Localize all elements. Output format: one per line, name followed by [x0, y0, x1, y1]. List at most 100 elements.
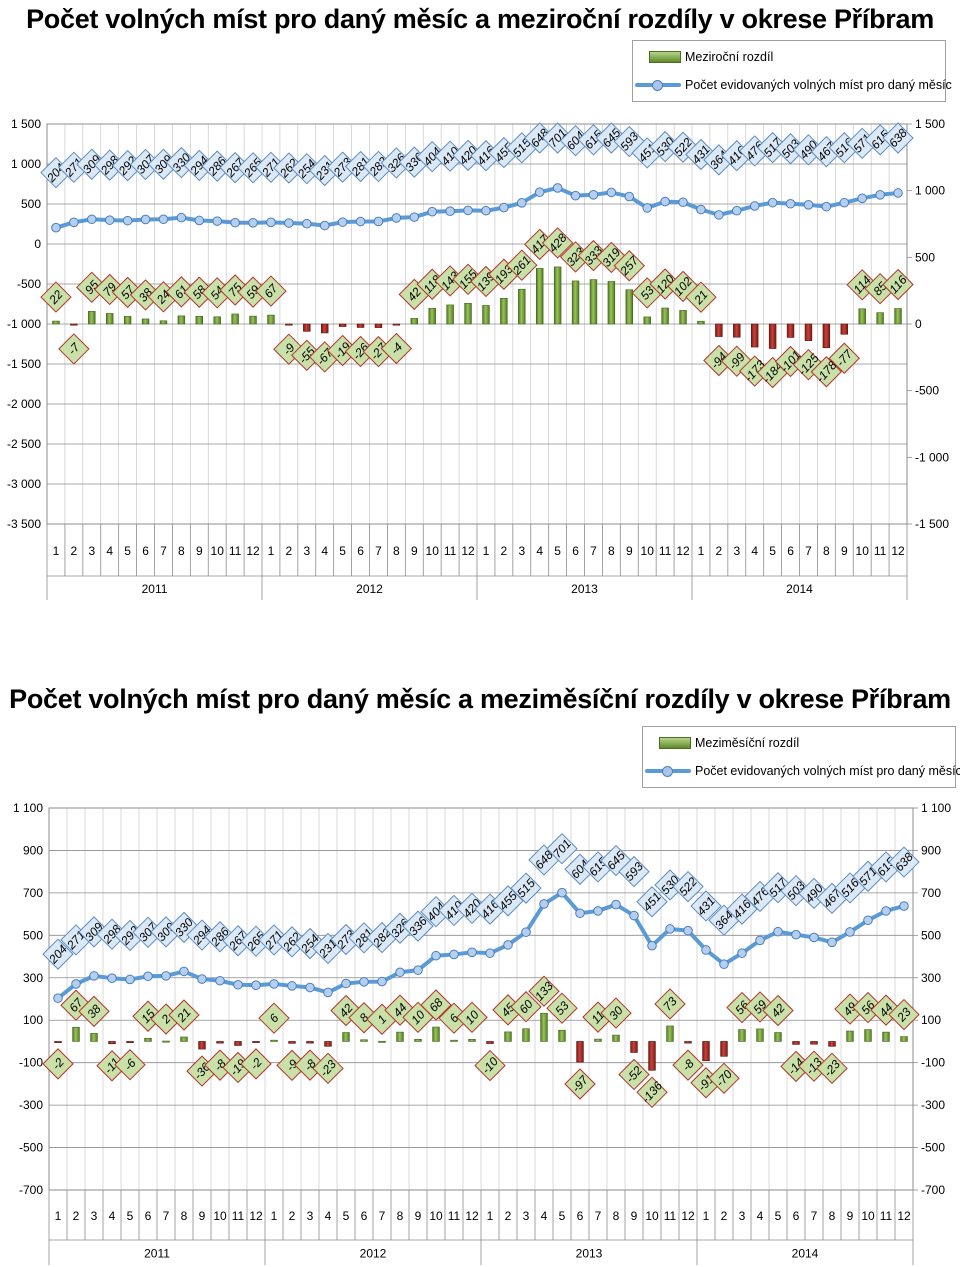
difference-bar [198, 1041, 206, 1050]
year-label: 2014 [786, 582, 813, 596]
vacancies-point [863, 915, 873, 926]
left-axis-tick-label: 100 [23, 1013, 43, 1027]
vacancies-point [593, 906, 603, 916]
vacancies-point [301, 218, 312, 229]
left-axis-tick-label: 300 [23, 971, 43, 985]
difference-bar [738, 1029, 746, 1042]
difference-bar [410, 318, 418, 325]
vacancies-point [516, 198, 527, 208]
month-label: 1 [53, 544, 60, 558]
vacancies-point [785, 198, 796, 209]
vacancies-point [122, 215, 133, 226]
vacancies-point [606, 187, 617, 198]
difference-data-label-diamond [546, 992, 578, 1024]
vacancies-point [107, 973, 117, 984]
month-label: 1 [703, 1209, 710, 1223]
month-label: 4 [325, 1209, 332, 1223]
month-label: 11 [874, 544, 887, 558]
month-label: 5 [124, 544, 131, 558]
vacancies-point [660, 196, 670, 207]
difference-bar [72, 1026, 80, 1042]
month-label: 9 [626, 544, 633, 558]
vacancies-point [248, 218, 258, 228]
difference-bar [684, 1041, 692, 1044]
difference-data-label-diamond [564, 1068, 596, 1100]
month-label: 5 [554, 544, 561, 558]
difference-bar [720, 1041, 728, 1057]
month-label: 11 [448, 1209, 461, 1223]
chart-legend: Meziroční rozdíl Počet evidovaných volný… [632, 40, 952, 102]
difference-bar [216, 1041, 224, 1044]
month-label: 9 [631, 1209, 638, 1223]
vacancies-point [827, 937, 837, 948]
difference-bar [828, 1041, 836, 1047]
left-axis-tick-label: -100 [19, 1056, 43, 1070]
vacancies-point [499, 202, 509, 213]
monthly-difference-chart: Počet volných míst pro daný měsíc a mezi… [0, 680, 960, 1267]
vacancies-point [176, 212, 187, 223]
difference-bar [756, 1028, 764, 1042]
vacancies-point [391, 213, 402, 223]
difference-data-label-diamond [258, 1002, 290, 1034]
difference-bar [846, 1030, 854, 1042]
vacancies-data-label-diamond [618, 855, 650, 888]
month-label: 10 [856, 544, 870, 558]
difference-bar [702, 1041, 710, 1062]
year-label: 2013 [576, 1247, 603, 1261]
vacancies-point [140, 214, 151, 225]
difference-bar [553, 266, 562, 325]
difference-bar [733, 323, 741, 338]
vacancies-data-label-diamond [726, 893, 758, 925]
vacancies-point [445, 206, 455, 216]
vacancies-point [701, 945, 711, 955]
difference-bar [414, 1039, 422, 1042]
difference-bar [468, 1039, 476, 1042]
difference-data-label-diamond [40, 281, 72, 313]
vacancies-point [485, 948, 495, 958]
vacancies-point [251, 980, 261, 991]
vacancies-data-label-diamond [510, 872, 542, 904]
month-label: 10 [641, 544, 655, 558]
month-label: 6 [145, 1209, 152, 1223]
difference-data-label-diamond [600, 997, 632, 1029]
month-label: 6 [142, 544, 149, 558]
vacancies-point [678, 197, 688, 208]
vacancies-point [51, 222, 61, 233]
legend-line-label: Počet evidovaných volných míst pro daný … [685, 78, 952, 92]
month-label: 4 [757, 1209, 764, 1223]
month-label: 3 [739, 1209, 746, 1223]
left-axis-tick-label: -500 [19, 1141, 43, 1155]
difference-data-label-diamond [510, 991, 542, 1023]
month-label: 12 [461, 544, 475, 558]
difference-data-label-diamond [613, 250, 645, 282]
left-axis-tick-label: -3 000 [7, 477, 41, 491]
right-axis-tick-label: 1 100 [921, 801, 951, 815]
difference-bar [249, 315, 257, 325]
vacancies-point [409, 212, 420, 222]
difference-bar [576, 1041, 584, 1063]
difference-data-label-diamond [685, 281, 717, 313]
left-axis-tick-label: -1 000 [7, 317, 41, 331]
difference-bar [679, 310, 687, 325]
month-label: 1 [271, 1209, 278, 1223]
month-label: 7 [379, 1209, 386, 1223]
vacancies-point [624, 191, 635, 202]
difference-bar [464, 303, 472, 325]
vacancies-point [521, 927, 531, 937]
month-label: 2 [71, 544, 78, 558]
legend-item-bar: Meziroční rozdíl [633, 47, 773, 67]
left-axis-tick-label: -300 [19, 1098, 43, 1112]
difference-bar [774, 1032, 782, 1042]
difference-data-label-diamond [708, 1062, 740, 1095]
difference-data-label-diamond [456, 1001, 488, 1034]
vacancies-data-label-diamond [42, 938, 74, 970]
month-label: 12 [676, 544, 690, 558]
difference-bar [374, 323, 383, 328]
vacancies-point [749, 201, 760, 211]
difference-bar [540, 1012, 548, 1042]
vacancies-data-label-diamond [636, 886, 668, 918]
month-label: 1 [483, 544, 490, 558]
month-label: 7 [590, 544, 597, 558]
right-axis-tick-label: -700 [921, 1183, 945, 1197]
difference-data-label-diamond [312, 1052, 344, 1085]
